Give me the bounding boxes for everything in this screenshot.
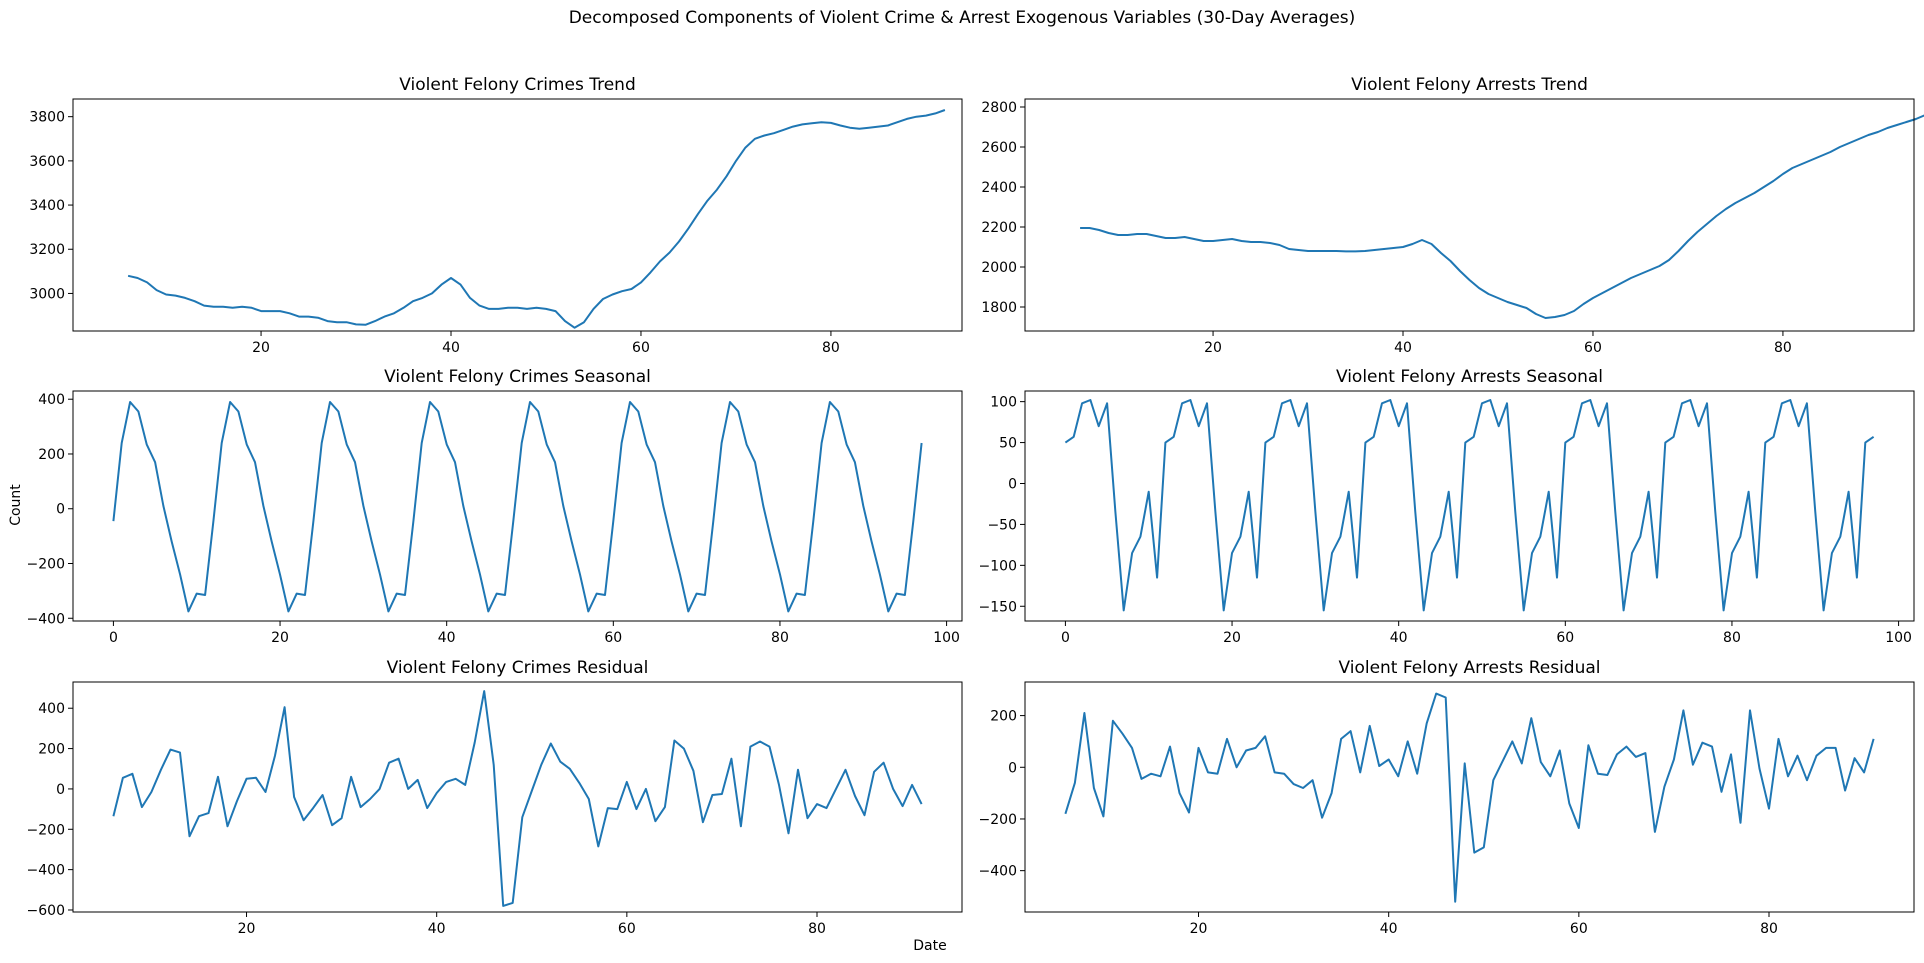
subplot-crimes-seasonal: Violent Felony Crimes Seasonal 0 20 40 60 80 1… xyxy=(27,367,963,646)
y-tick-label: 0 xyxy=(56,502,65,518)
x-tick-label: 20 xyxy=(1204,340,1222,356)
y-tick-label: −150 xyxy=(979,599,1017,615)
y-tick-label: −400 xyxy=(979,864,1017,880)
series-line xyxy=(1064,692,1875,903)
y-tick-label: −200 xyxy=(27,557,65,573)
series-line xyxy=(127,109,946,329)
subplot-arrests-seasonal: Violent Felony Arrests Seasonal 0 20 40 60 80… xyxy=(979,367,1915,646)
y-tick-label: 3600 xyxy=(29,154,65,170)
y-tick-label: 3400 xyxy=(29,198,65,214)
x-tick-label: 40 xyxy=(438,630,456,646)
x-tick-label: 100 xyxy=(1885,630,1912,646)
x-tick-label: 80 xyxy=(771,630,789,646)
x-tick-label: 100 xyxy=(933,630,960,646)
x-tick-label: 80 xyxy=(1774,340,1792,356)
x-tick-label: 20 xyxy=(252,340,270,356)
y-tick-label: −100 xyxy=(979,558,1017,574)
figure-suptitle: Decomposed Components of Violent Crime &… xyxy=(568,8,1356,28)
y-tick-label: 400 xyxy=(38,701,65,717)
subplot-arrests-trend: Violent Felony Arrests Trend 20 40 60 80 1800… xyxy=(981,75,1924,356)
y-tick-label: 50 xyxy=(999,436,1017,452)
x-tick-label: 40 xyxy=(442,340,460,356)
y-tick-label: 3000 xyxy=(29,286,65,302)
y-tick-label: 1800 xyxy=(981,300,1017,316)
x-tick-label: 60 xyxy=(618,921,636,937)
x-axis-label: Date xyxy=(913,938,946,954)
axes-frame xyxy=(1024,681,1915,913)
x-tick-label: 80 xyxy=(1760,921,1778,937)
y-axis-label: Count xyxy=(8,484,24,526)
x-tick-label: 40 xyxy=(1380,921,1398,937)
x-tick-label: 0 xyxy=(1061,630,1070,646)
x-tick-label: 80 xyxy=(808,921,826,937)
subplot-arrests-residual: Violent Felony Arrests Residual 20 40 60 80 −… xyxy=(979,658,1915,937)
series-line xyxy=(1080,114,1924,319)
y-tick-label: 2200 xyxy=(981,220,1017,236)
axes-frame xyxy=(72,390,963,622)
y-tick-label: 400 xyxy=(38,392,65,408)
x-tick-label: 40 xyxy=(1394,340,1412,356)
x-tick-label: 40 xyxy=(1390,630,1408,646)
subplot-title: Violent Felony Arrests Seasonal xyxy=(1336,367,1603,387)
series-line xyxy=(112,401,923,613)
x-tick-label: 60 xyxy=(1556,630,1574,646)
y-tick-label: 0 xyxy=(1008,760,1017,776)
y-tick-label: 2800 xyxy=(981,100,1017,116)
axes-frame xyxy=(1024,98,1915,332)
y-tick-label: 100 xyxy=(990,395,1017,411)
y-tick-label: 200 xyxy=(990,709,1017,725)
series-line xyxy=(112,690,923,907)
y-tick-label: 0 xyxy=(56,782,65,798)
x-tick-label: 60 xyxy=(1584,340,1602,356)
y-tick-label: 2600 xyxy=(981,140,1017,156)
y-tick-label: 3800 xyxy=(29,110,65,126)
subplot-title: Violent Felony Arrests Residual xyxy=(1338,658,1600,678)
x-tick-label: 20 xyxy=(238,921,256,937)
subplot-title: Violent Felony Crimes Residual xyxy=(387,658,649,678)
x-tick-label: 80 xyxy=(1723,630,1741,646)
subplot-crimes-trend: Violent Felony Crimes Trend 20 40 60 80 3000 3… xyxy=(29,75,963,356)
subplot-title: Violent Felony Arrests Trend xyxy=(1351,75,1588,95)
x-tick-label: 60 xyxy=(604,630,622,646)
x-tick-label: 0 xyxy=(109,630,118,646)
y-tick-label: −200 xyxy=(979,812,1017,828)
subplot-title: Violent Felony Crimes Seasonal xyxy=(384,367,651,387)
subplot-crimes-residual: Violent Felony Crimes Residual 20 40 60 80 −6… xyxy=(27,658,963,937)
axes-frame xyxy=(72,98,963,332)
y-tick-label: −400 xyxy=(27,863,65,879)
y-tick-label: 3200 xyxy=(29,242,65,258)
subplot-title: Violent Felony Crimes Trend xyxy=(399,75,635,95)
x-tick-label: 20 xyxy=(1223,630,1241,646)
y-tick-label: 200 xyxy=(38,447,65,463)
y-tick-label: 2000 xyxy=(981,260,1017,276)
x-tick-label: 20 xyxy=(1190,921,1208,937)
series-line xyxy=(1064,399,1875,612)
y-tick-label: −200 xyxy=(27,822,65,838)
x-tick-label: 60 xyxy=(632,340,650,356)
y-tick-label: −400 xyxy=(27,611,65,627)
x-tick-label: 40 xyxy=(428,921,446,937)
x-tick-label: 20 xyxy=(271,630,289,646)
y-tick-label: −50 xyxy=(987,517,1017,533)
axes-frame xyxy=(72,681,963,913)
y-tick-label: −600 xyxy=(27,903,65,919)
y-tick-label: 2400 xyxy=(981,180,1017,196)
axes-frame xyxy=(1024,390,1915,622)
y-tick-label: 0 xyxy=(1008,476,1017,492)
y-tick-label: 200 xyxy=(38,742,65,758)
x-tick-label: 80 xyxy=(822,340,840,356)
x-tick-label: 60 xyxy=(1570,921,1588,937)
